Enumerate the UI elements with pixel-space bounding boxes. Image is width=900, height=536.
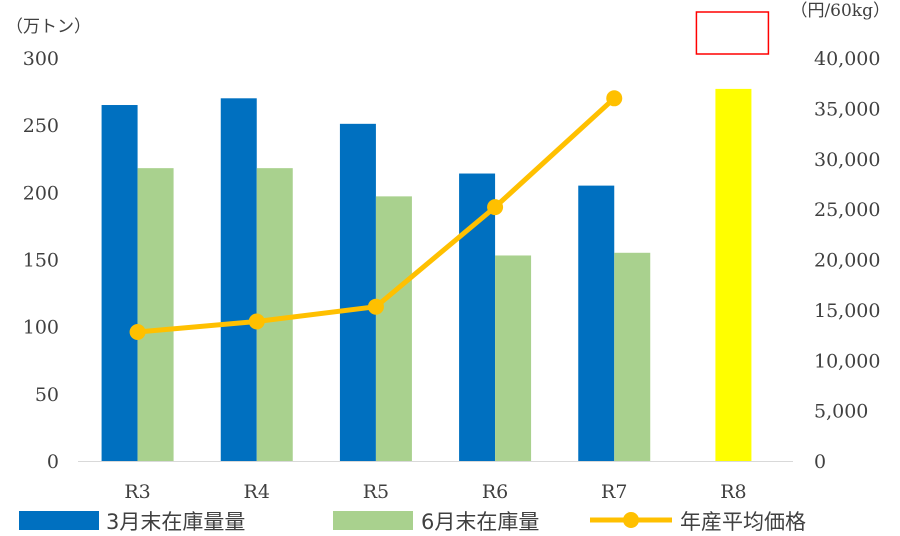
price-point xyxy=(248,313,265,330)
bar-jun-stock xyxy=(495,255,532,461)
legend-swatch-mar-stock xyxy=(19,511,99,530)
left-tick-label: 200 xyxy=(23,182,59,204)
left-tick-label: 0 xyxy=(47,451,59,473)
price-point xyxy=(367,298,384,315)
right-tick-label: 10,000 xyxy=(814,350,880,372)
bar-mar-stock xyxy=(459,173,496,461)
right-axis-ticks: 0 5,000 10,000 15,000 20,000 25,000 30,000 35,0… xyxy=(814,48,880,473)
price-line xyxy=(129,90,623,340)
category-label: R7 xyxy=(601,481,627,503)
bar-jun-stock xyxy=(256,168,293,462)
right-tick-label: 0 xyxy=(814,451,826,473)
right-tick-label: 40,000 xyxy=(814,48,880,70)
category-label: R5 xyxy=(363,481,389,503)
right-axis-unit: （円/60kg） xyxy=(790,1,890,21)
right-tick-label: 30,000 xyxy=(814,149,880,171)
left-tick-label: 150 xyxy=(23,250,59,272)
right-tick-label: 35,000 xyxy=(814,98,880,120)
legend: 3月末在庫量量 6月末在庫量 年産平均価格 xyxy=(19,510,806,534)
left-tick-label: 50 xyxy=(35,384,59,406)
category-label: R3 xyxy=(124,481,150,503)
bar-mar-stock xyxy=(220,98,257,462)
left-tick-label: 250 xyxy=(23,115,59,137)
category-label: R8 xyxy=(720,481,746,503)
bar-highlight xyxy=(715,88,752,461)
bar-jun-stock xyxy=(614,252,651,461)
left-tick-label: 100 xyxy=(23,317,59,339)
category-labels: R3 R4 R5 R6 R7 R8 xyxy=(124,481,746,503)
bar-mar-stock xyxy=(339,123,376,461)
left-axis-unit: （万トン） xyxy=(6,17,91,37)
right-tick-label: 5,000 xyxy=(814,401,868,423)
bars xyxy=(101,88,752,462)
bar-mar-stock xyxy=(101,105,138,462)
price-point xyxy=(606,90,623,107)
category-label: R4 xyxy=(244,481,270,503)
right-tick-label: 20,000 xyxy=(814,250,880,272)
highlight-box xyxy=(695,11,770,55)
legend-label-price: 年産平均価格 xyxy=(680,510,806,534)
right-tick-label: 25,000 xyxy=(814,199,880,221)
left-axis-ticks: 0 50 100 150 200 250 300 xyxy=(23,48,59,473)
price-point xyxy=(487,199,504,216)
bar-jun-stock xyxy=(137,168,174,462)
bar-mar-stock xyxy=(578,185,615,461)
legend-label-jun-stock: 6月末在庫量 xyxy=(421,510,539,534)
right-tick-label: 15,000 xyxy=(814,300,880,322)
left-tick-label: 300 xyxy=(23,48,59,70)
data-labels xyxy=(695,11,770,55)
legend-label-mar-stock: 3月末在庫量量 xyxy=(106,510,245,534)
legend-swatch-price-point xyxy=(623,512,639,528)
legend-swatch-jun-stock xyxy=(333,511,413,530)
category-label: R6 xyxy=(482,481,508,503)
price-point xyxy=(129,323,146,340)
bar-jun-stock xyxy=(375,196,412,461)
